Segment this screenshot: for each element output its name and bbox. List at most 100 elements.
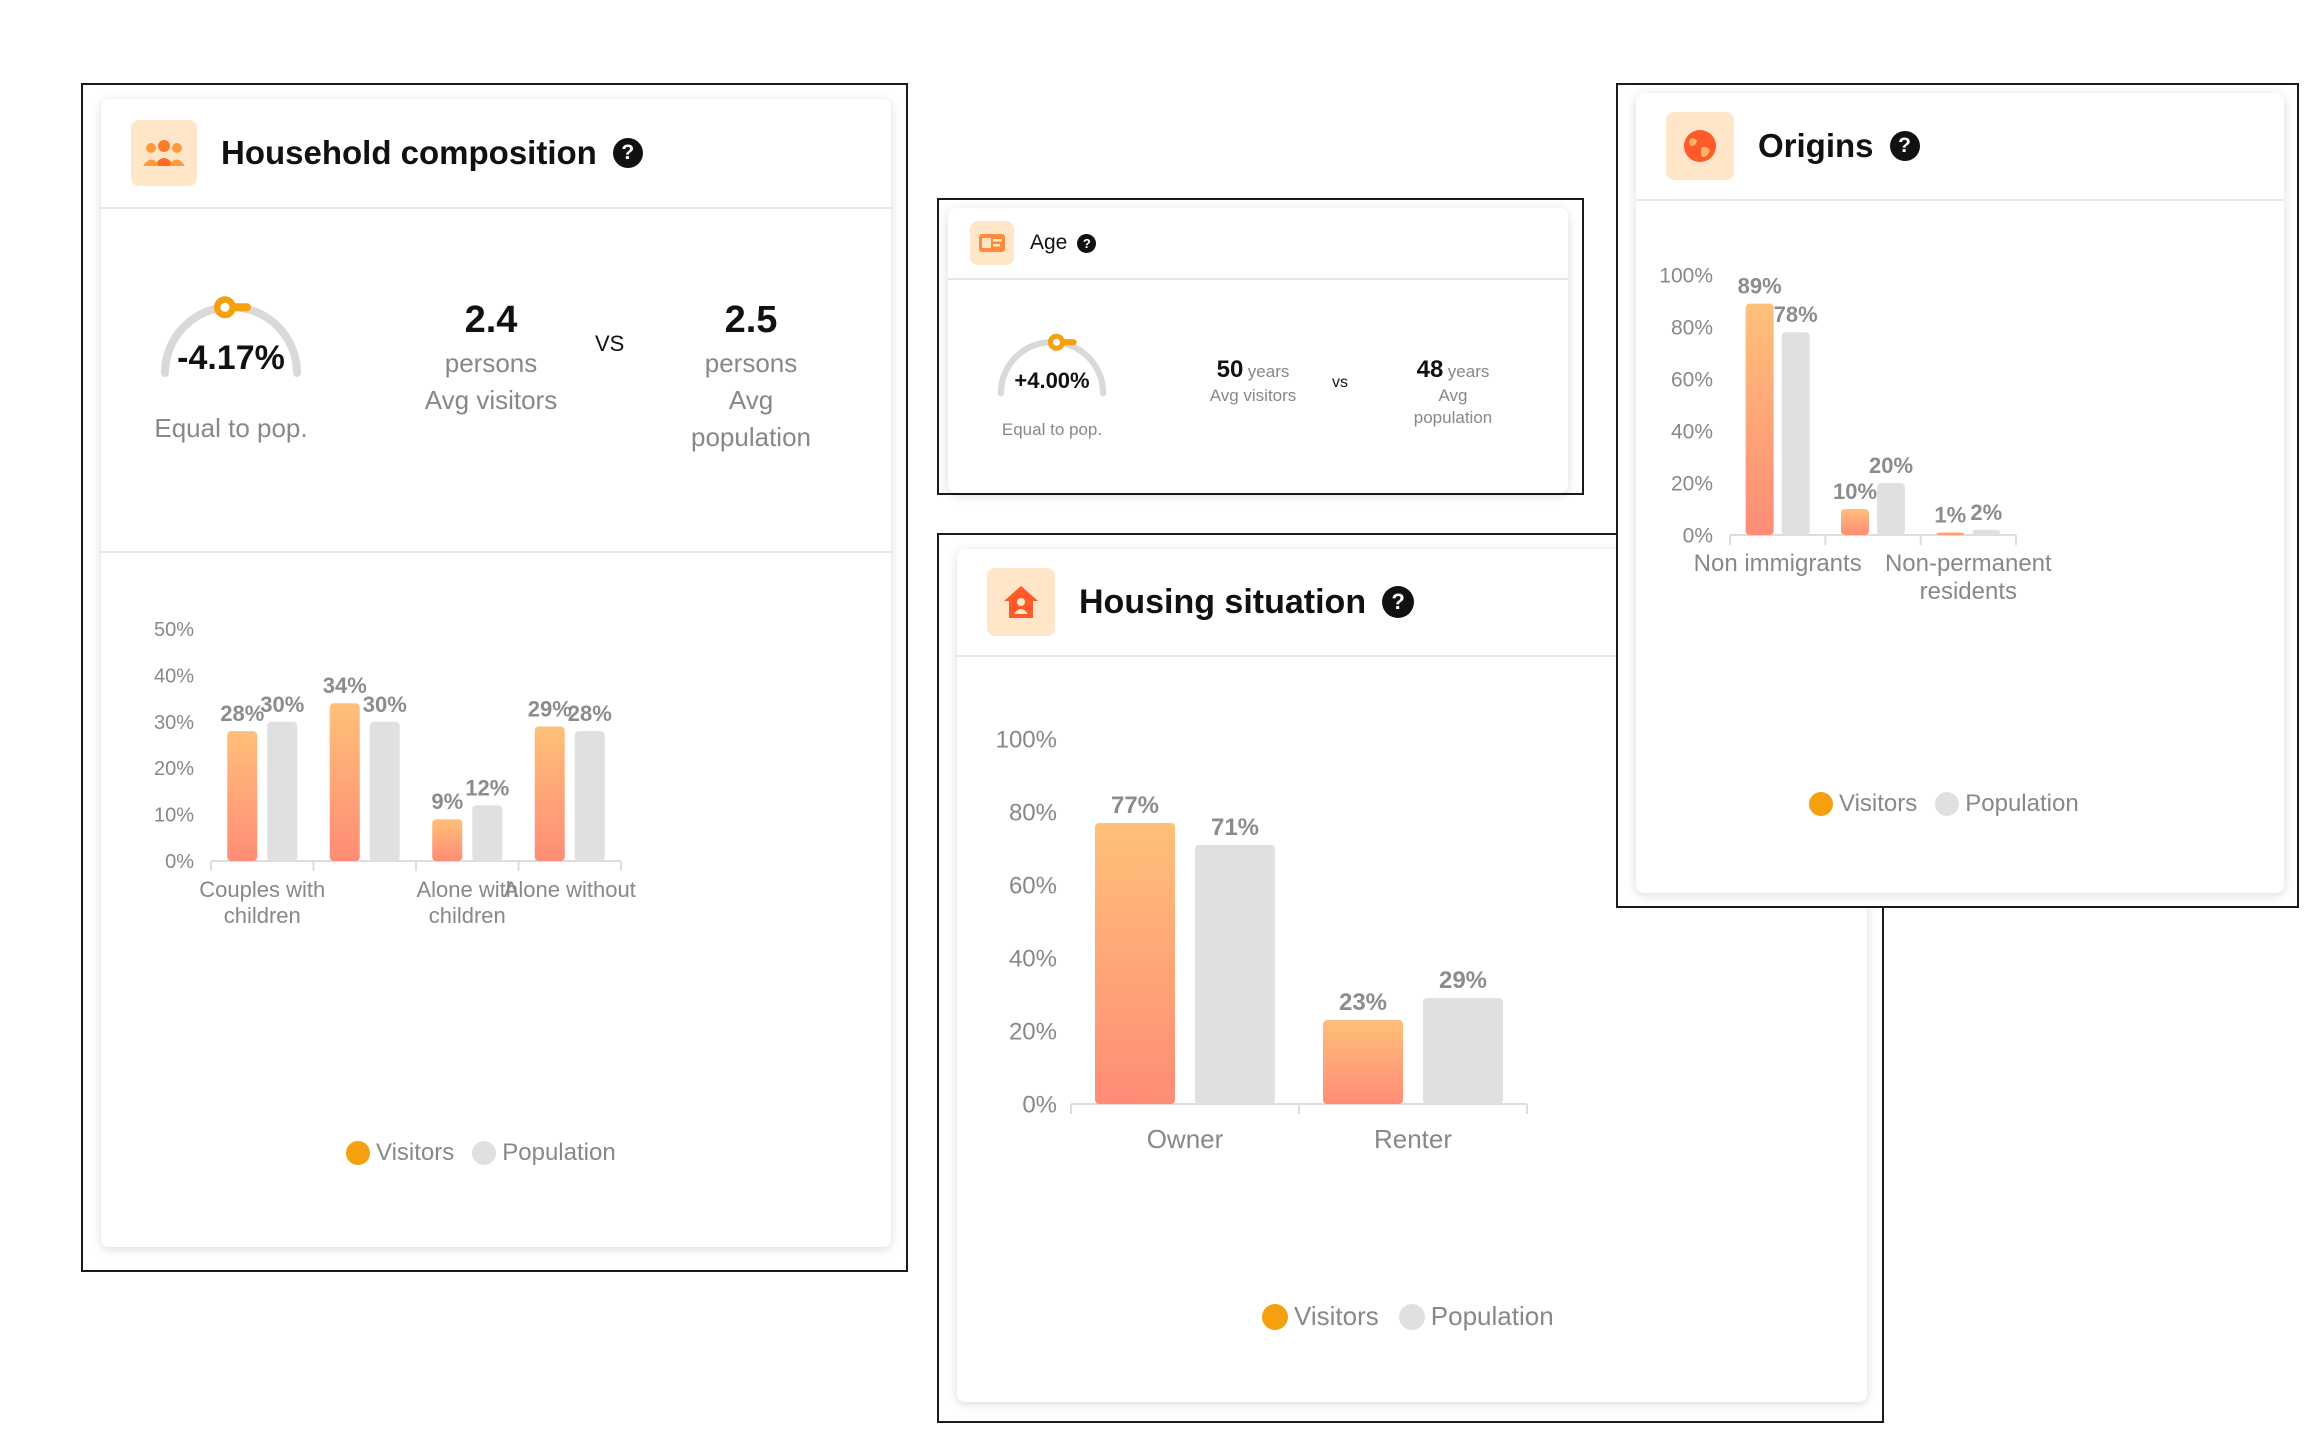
age-population-value: 48 [1416, 356, 1444, 383]
y-tick-label: 20% [1009, 1018, 1057, 1045]
household-population-stat: 2.5 persons Avg population [641, 299, 861, 453]
legend-population-dot [1935, 792, 1960, 816]
bar-value-label: 30% [260, 692, 304, 717]
bar-value-label: 30% [363, 692, 407, 717]
x-category-label: Couples with [199, 877, 325, 902]
household-help-icon[interactable]: ? [612, 138, 643, 168]
bar-value-label: 1% [1934, 502, 1966, 527]
x-category-label: Non-permanent [1885, 550, 2052, 577]
household-gauge-caption: Equal to pop. [154, 413, 308, 443]
people-icon [131, 120, 197, 186]
age-gauge: +4.00% Equal to pop. [990, 328, 1114, 439]
y-tick-label: 80% [1009, 799, 1057, 826]
origins-help-icon[interactable]: ? [1889, 131, 1920, 161]
age-population-label-1: Avg [1438, 386, 1468, 405]
bar-visitors [1323, 1020, 1403, 1104]
bar-population [1972, 529, 2001, 535]
y-tick-label: 40% [1009, 945, 1057, 972]
housing-title: Housing situation [1079, 582, 1367, 621]
household-gauge: -4.17% Equal to pop. [151, 289, 311, 443]
household-visitors-unit: persons [444, 348, 538, 378]
housing-chart: 0% 20% 40% 60% 80% 100% 77% 71% Owner 23% 29% Rente… [996, 726, 1528, 1154]
bar-value-label: 78% [1774, 302, 1818, 327]
housing-legend: Visitors Population [1262, 1301, 1554, 1332]
age-population-unit: years [1447, 362, 1490, 381]
y-tick-label: 40% [1671, 420, 1713, 443]
origins-card: Origins ? 0% 20% 40% 60% 80% 100% 89% 78% Non im… [1636, 93, 2284, 893]
age-gauge-caption: Equal to pop. [1001, 420, 1103, 439]
bar-visitors [329, 703, 360, 861]
age-visitors-stat: 50 years Avg visitors [1178, 356, 1328, 406]
bar-population [1195, 844, 1275, 1104]
y-tick-label: 100% [996, 726, 1057, 753]
gauge-knob-center [220, 302, 230, 312]
age-help-icon[interactable]: ? [1077, 233, 1097, 253]
household-card: Household composition ? -4.17% Equal to … [101, 99, 891, 1247]
bar-population [1781, 332, 1810, 535]
bar-value-label: 29% [1439, 967, 1487, 994]
household-visitors-label: Avg visitors [424, 385, 558, 415]
bar-population [1877, 483, 1905, 535]
origins-legend: Visitors Population [1809, 790, 2079, 818]
legend-visitors-label[interactable]: Visitors [1839, 790, 1918, 817]
legend-population-label[interactable]: Population [502, 1139, 616, 1166]
globe-icon [1666, 112, 1734, 180]
origins-panel-frame: Origins ? 0% 20% 40% 60% 80% 100% 89% 78% Non im… [1616, 83, 2299, 908]
bar-population [574, 731, 605, 861]
legend-visitors-label[interactable]: Visitors [1294, 1301, 1379, 1331]
origins-title: Origins [1758, 127, 1874, 164]
legend-visitors-dot [346, 1141, 370, 1165]
legend-visitors-label[interactable]: Visitors [376, 1139, 455, 1166]
y-tick-label: 40% [154, 665, 194, 687]
x-category-label: Non immigrants [1694, 550, 1862, 577]
y-tick-label: 100% [1659, 264, 1713, 287]
gauge-knob-center [1053, 338, 1060, 346]
bar-visitors [1095, 822, 1175, 1104]
age-header: Age ? [948, 208, 1568, 280]
bar-value-label: 34% [323, 673, 367, 698]
legend-population-label[interactable]: Population [1430, 1301, 1554, 1331]
household-title: Household composition [221, 134, 597, 171]
origins-chart: 0% 20% 40% 60% 80% 100% 89% 78% Non immigrants 10… [1659, 264, 2052, 605]
y-tick-label: 20% [1671, 472, 1713, 495]
x-category-label: children [429, 903, 506, 928]
household-legend: Visitors Population [346, 1139, 616, 1167]
bar-value-label: 10% [1833, 479, 1877, 504]
bar-population [267, 721, 298, 861]
y-tick-label: 50% [154, 619, 194, 641]
bar-visitors [534, 726, 565, 861]
housing-help-icon[interactable]: ? [1382, 586, 1415, 618]
bar-value-label: 71% [1211, 814, 1259, 841]
origins-header: Origins ? [1636, 93, 2284, 201]
bar-visitors [1841, 509, 1869, 535]
bar-visitors [432, 819, 463, 861]
legend-population-dot [1398, 1303, 1425, 1330]
age-visitors-unit: years [1247, 362, 1290, 381]
y-tick-label: 0% [1022, 1091, 1057, 1118]
bar-population [1423, 998, 1503, 1104]
y-tick-label: 60% [1009, 872, 1057, 899]
bar-value-label: 29% [528, 696, 572, 721]
x-category-label: residents [1920, 578, 2017, 605]
y-tick-label: 20% [154, 758, 194, 780]
household-gauge-value: -4.17% [177, 339, 285, 377]
housing-header: Housing situation ? [957, 549, 1867, 657]
age-visitors-value: 50 [1216, 356, 1244, 383]
x-category-label: Alone with [416, 877, 518, 902]
age-population-label-2: population [1413, 408, 1493, 427]
age-visitors-label: Avg visitors [1209, 386, 1297, 405]
age-panel-frame: Age ? +4.00% Equal to pop. 50 years Avg … [937, 198, 1584, 495]
household-panel-frame: Household composition ? -4.17% Equal to … [81, 83, 908, 1272]
bar-population [369, 721, 400, 861]
y-tick-label: 0% [165, 851, 194, 873]
y-tick-label: 10% [154, 805, 194, 827]
age-card: Age ? +4.00% Equal to pop. 50 years Avg … [948, 208, 1568, 493]
bar-value-label: 77% [1111, 792, 1159, 819]
age-gauge-value: +4.00% [1014, 368, 1090, 393]
bar-value-label: 28% [568, 701, 612, 726]
x-category-label: children [224, 903, 301, 928]
age-population-stat: 48 years Avg population [1378, 356, 1528, 428]
legend-population-label[interactable]: Population [1965, 790, 2079, 817]
household-population-value: 2.5 [724, 299, 778, 341]
house-icon [987, 568, 1055, 636]
